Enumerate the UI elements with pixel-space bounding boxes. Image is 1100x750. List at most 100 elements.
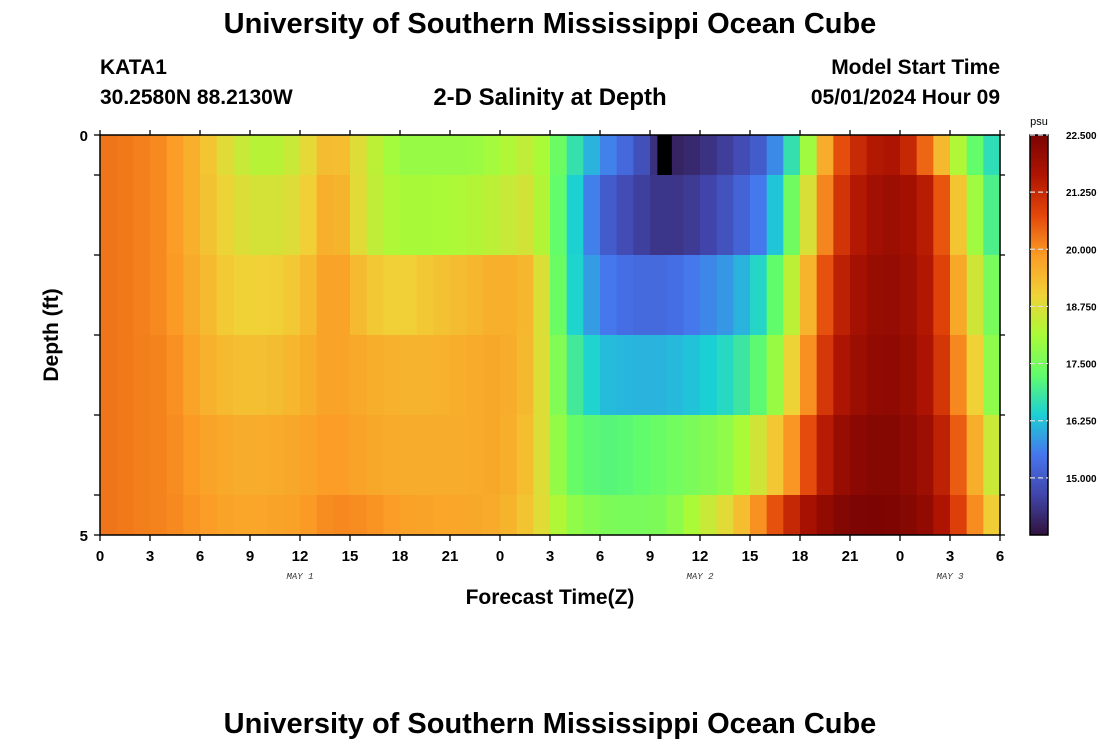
heat-cell bbox=[266, 255, 284, 336]
heat-cell bbox=[650, 335, 668, 416]
heat-cell bbox=[333, 255, 351, 336]
heat-cell bbox=[583, 415, 601, 496]
heat-cell bbox=[566, 135, 584, 176]
heat-cell bbox=[816, 495, 834, 536]
heat-cell bbox=[966, 495, 984, 536]
x-tick-label: 15 bbox=[342, 548, 359, 565]
heat-cell bbox=[683, 135, 701, 176]
heat-cell bbox=[483, 495, 501, 536]
heat-cell bbox=[100, 175, 118, 256]
day-label: MAY 1 bbox=[286, 572, 313, 582]
missing-data-marker bbox=[657, 135, 672, 175]
heat-cell bbox=[483, 255, 501, 336]
model-start-label: Model Start Time bbox=[831, 56, 1000, 79]
heat-cell bbox=[600, 495, 618, 536]
heat-cell bbox=[250, 415, 268, 496]
heat-cell bbox=[550, 415, 568, 496]
heat-cell bbox=[616, 495, 634, 536]
heat-cell bbox=[533, 495, 551, 536]
heat-cell bbox=[900, 415, 918, 496]
heat-cell bbox=[150, 495, 168, 536]
heat-cell bbox=[833, 175, 851, 256]
heat-cell bbox=[483, 335, 501, 416]
heat-cell bbox=[500, 495, 518, 536]
heat-cell bbox=[800, 175, 818, 256]
heat-cell bbox=[416, 495, 434, 536]
heat-cell bbox=[616, 335, 634, 416]
heat-cell bbox=[133, 335, 151, 416]
heat-cell bbox=[466, 135, 484, 176]
heat-cell bbox=[766, 415, 784, 496]
colorbar-tick-label: 15.000 bbox=[1066, 474, 1097, 485]
heat-cell bbox=[550, 335, 568, 416]
heat-cell bbox=[866, 175, 884, 256]
heat-cell bbox=[300, 135, 318, 176]
heat-cell bbox=[450, 135, 468, 176]
heat-cell bbox=[583, 175, 601, 256]
heat-cell bbox=[383, 335, 401, 416]
heat-cell bbox=[500, 335, 518, 416]
heat-cell bbox=[150, 335, 168, 416]
heat-cell bbox=[266, 415, 284, 496]
heat-cell bbox=[750, 495, 768, 536]
heat-cell bbox=[733, 495, 751, 536]
heat-cell bbox=[916, 415, 934, 496]
heat-cell bbox=[583, 135, 601, 176]
heat-cell bbox=[950, 495, 968, 536]
heat-cell bbox=[766, 495, 784, 536]
heat-cell bbox=[116, 495, 134, 536]
heat-cell bbox=[950, 415, 968, 496]
heat-cell bbox=[916, 175, 934, 256]
heat-cell bbox=[900, 175, 918, 256]
heat-cell bbox=[600, 255, 618, 336]
heat-cell bbox=[333, 135, 351, 176]
heat-cell bbox=[850, 495, 868, 536]
heat-cell bbox=[100, 415, 118, 496]
colorbar-tick-label: 20.000 bbox=[1066, 245, 1097, 256]
heat-cell bbox=[316, 415, 334, 496]
heat-cell bbox=[566, 255, 584, 336]
heat-cell bbox=[766, 135, 784, 176]
heat-cell bbox=[983, 495, 1001, 536]
heat-cell bbox=[783, 255, 801, 336]
heat-cell bbox=[366, 135, 384, 176]
heat-cell bbox=[716, 495, 734, 536]
y-tick-label: 0 bbox=[80, 128, 88, 145]
model-start-value: 05/01/2024 Hour 09 bbox=[810, 86, 1000, 109]
heat-cell bbox=[616, 175, 634, 256]
heat-cell bbox=[200, 415, 218, 496]
x-tick-label: 3 bbox=[146, 548, 154, 565]
heat-cell bbox=[900, 495, 918, 536]
x-tick-label: 0 bbox=[96, 548, 104, 565]
heat-cell bbox=[800, 135, 818, 176]
heat-cell bbox=[183, 495, 201, 536]
heat-cell bbox=[466, 495, 484, 536]
heat-cell bbox=[600, 415, 618, 496]
station-coordinates: 30.2580N 88.2130W bbox=[100, 86, 293, 109]
chart-subtitle: 2-D Salinity at Depth bbox=[433, 84, 667, 111]
heat-cell bbox=[300, 415, 318, 496]
heat-cell bbox=[166, 255, 184, 336]
day-label: MAY 2 bbox=[686, 572, 714, 582]
heat-cell bbox=[983, 175, 1001, 256]
heat-cell bbox=[133, 135, 151, 176]
heat-cell bbox=[116, 255, 134, 336]
heat-cell bbox=[633, 495, 651, 536]
heat-cell bbox=[200, 255, 218, 336]
heat-cell bbox=[183, 255, 201, 336]
heat-cell bbox=[433, 495, 451, 536]
heat-cell bbox=[500, 135, 518, 176]
heat-cell bbox=[866, 135, 884, 176]
heat-cell bbox=[166, 335, 184, 416]
heat-cell bbox=[933, 135, 951, 176]
heat-cell bbox=[883, 335, 901, 416]
y-tick-label: 5 bbox=[80, 528, 88, 545]
heat-cell bbox=[700, 415, 718, 496]
heat-cell bbox=[733, 335, 751, 416]
x-tick-label: 12 bbox=[292, 548, 309, 565]
heat-cell bbox=[533, 175, 551, 256]
heat-cell bbox=[683, 495, 701, 536]
x-axis-title: Forecast Time(Z) bbox=[466, 586, 635, 609]
heat-cell bbox=[550, 135, 568, 176]
heat-cell bbox=[333, 335, 351, 416]
